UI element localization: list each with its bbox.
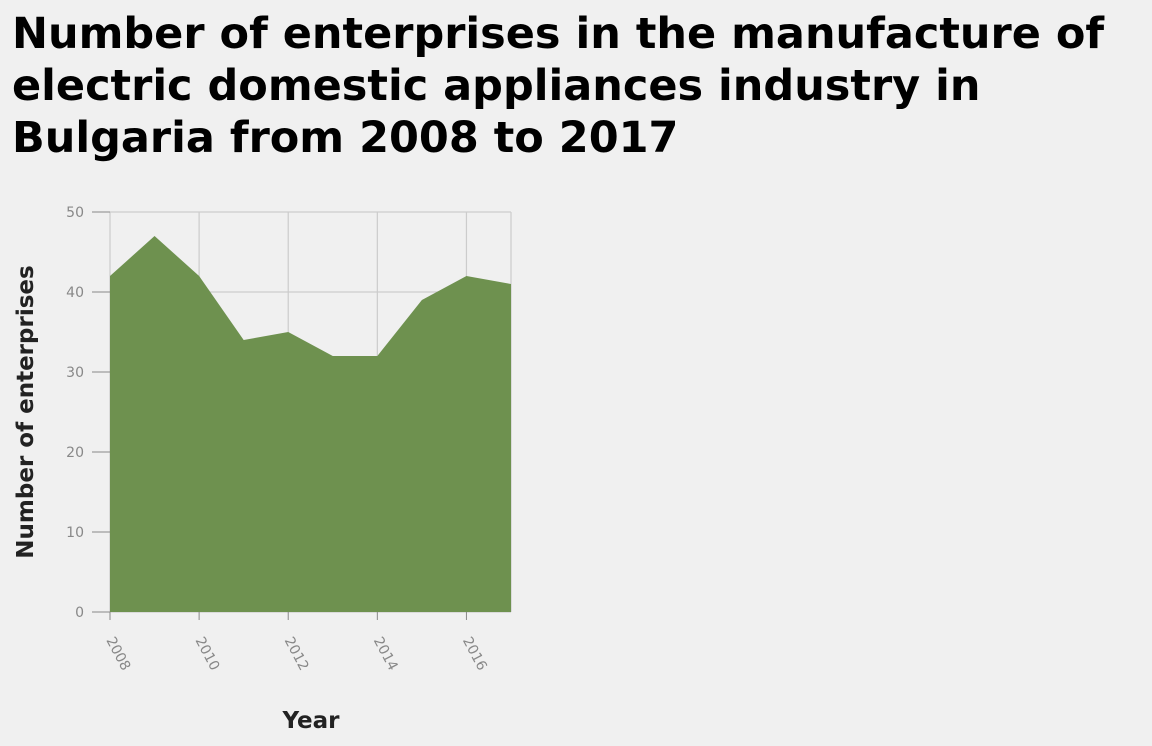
y-tick-label: 20 xyxy=(66,445,84,461)
x-tick-label: 2014 xyxy=(370,634,401,673)
y-axis-ticks: 0 10 20 30 40 50 xyxy=(66,205,110,621)
y-axis-label: Number of enterprises xyxy=(13,265,39,558)
x-axis-ticks: 2008 2010 2012 2014 2016 xyxy=(102,612,490,673)
y-tick-label: 30 xyxy=(66,365,84,381)
y-tick-label: 50 xyxy=(66,205,84,221)
area-series xyxy=(110,236,511,612)
x-tick-label: 2008 xyxy=(102,634,133,673)
y-tick-label: 0 xyxy=(75,605,84,621)
area-fill xyxy=(110,236,511,612)
x-axis-label: Year xyxy=(281,708,340,734)
y-tick-label: 10 xyxy=(66,525,84,541)
chart-title: Number of enterprises in the manufacture… xyxy=(12,9,1105,163)
y-tick-label: 40 xyxy=(66,285,84,301)
x-tick-label: 2012 xyxy=(281,634,312,673)
x-tick-label: 2016 xyxy=(459,634,490,673)
x-tick-label: 2010 xyxy=(192,634,223,673)
